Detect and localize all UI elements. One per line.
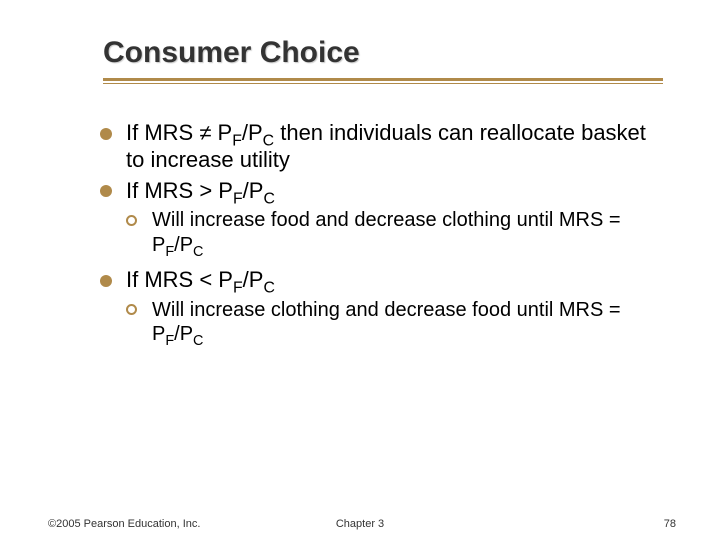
- title-rule-thick: [103, 78, 663, 81]
- body-content: If MRS ≠ PF/PC then individuals can real…: [100, 120, 660, 357]
- footer-page-number: 78: [664, 518, 676, 530]
- bullet-l1: If MRS ≠ PF/PC then individuals can real…: [100, 120, 660, 174]
- subscript: F: [165, 333, 174, 349]
- slide-title: Consumer Choice: [103, 36, 663, 70]
- bullet-text: /P: [242, 120, 263, 145]
- slide: Consumer Choice If MRS ≠ PF/PC then indi…: [0, 0, 720, 540]
- bullet-text: Will increase food and decrease clothing…: [152, 209, 621, 255]
- subscript: C: [263, 190, 274, 207]
- bullet-text: /P: [243, 178, 264, 203]
- subscript: F: [233, 190, 243, 207]
- bullet-text: If MRS < P: [126, 267, 233, 292]
- subscript: F: [233, 280, 243, 297]
- bullet-text: If MRS > P: [126, 178, 233, 203]
- bullet-text: Will increase clothing and decrease food…: [152, 299, 621, 345]
- bullet-l2: Will increase food and decrease clothing…: [126, 208, 660, 257]
- subscript: F: [165, 244, 174, 260]
- title-block: Consumer Choice: [103, 36, 663, 84]
- bullet-text: /P: [243, 267, 264, 292]
- subscript: C: [193, 244, 203, 260]
- bullet-l1: If MRS > PF/PC: [100, 178, 660, 205]
- footer-chapter: Chapter 3: [0, 518, 720, 530]
- bullet-text: If MRS ≠ P: [126, 120, 232, 145]
- bullet-l1: If MRS < PF/PC: [100, 267, 660, 294]
- bullet-text: /P: [174, 234, 193, 256]
- title-rule-thin: [103, 83, 663, 84]
- subscript: C: [193, 333, 203, 349]
- bullet-l2: Will increase clothing and decrease food…: [126, 298, 660, 347]
- subscript: C: [263, 280, 274, 297]
- bullet-text: /P: [174, 323, 193, 345]
